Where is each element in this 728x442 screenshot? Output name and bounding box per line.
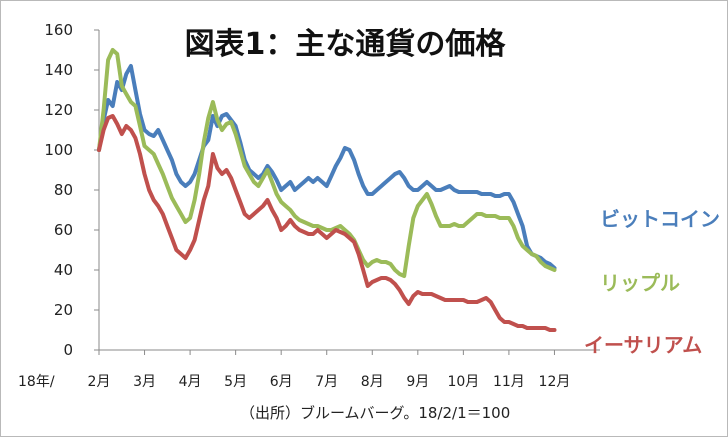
y-tick-label: 40 — [54, 261, 73, 279]
x-tick-label: 3月 — [133, 374, 156, 390]
x-tick-label: 7月 — [315, 374, 338, 390]
series-lines — [97, 48, 557, 332]
x-axis-prefix: 18年/ — [18, 374, 55, 390]
x-tick-label: 12月 — [539, 374, 571, 390]
chart-title: 図表1：主な通貨の価格 — [185, 27, 507, 62]
x-axis-ticks: 2月 3月 4月 5月 6月 7月 8月 9月 10月 11月 12月 — [88, 350, 571, 390]
x-tick-label: 9月 — [406, 374, 429, 390]
series-line-3 — [97, 114, 557, 332]
x-tick-label: 4月 — [179, 374, 202, 390]
x-tick-label: 10月 — [447, 374, 479, 390]
x-tick-label: 2月 — [88, 374, 111, 390]
y-tick-label: 20 — [54, 301, 73, 319]
x-tick-label: 11月 — [493, 374, 525, 390]
x-tick-label: 8月 — [361, 374, 384, 390]
series-label-3: イーサリアム — [584, 333, 702, 357]
y-axis-ticks: 0 20 40 60 80 100 120 140 160 — [44, 21, 99, 359]
series-label-2: リップル — [600, 271, 680, 295]
y-tick-label: 80 — [54, 181, 73, 199]
series-label-1: ビットコイン — [600, 207, 720, 231]
y-tick-label: 0 — [63, 341, 73, 359]
y-tick-label: 160 — [44, 21, 73, 39]
y-tick-label: 60 — [54, 221, 73, 239]
x-tick-label: 6月 — [270, 374, 293, 390]
y-tick-label: 120 — [44, 101, 73, 119]
y-tick-label: 100 — [44, 141, 73, 159]
source-note: （出所）ブルームバーグ。18/2/1＝100 — [240, 404, 510, 422]
y-tick-label: 140 — [44, 61, 73, 79]
series-line-2 — [97, 48, 557, 278]
x-tick-label: 5月 — [224, 374, 247, 390]
series-line-1 — [97, 64, 557, 270]
